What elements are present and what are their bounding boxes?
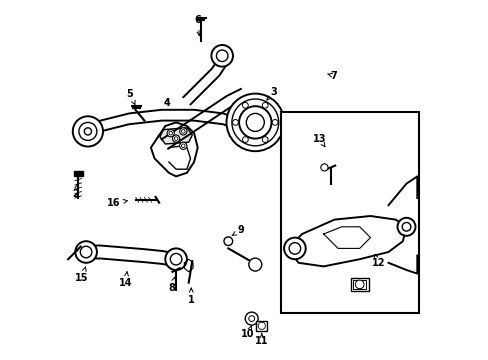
Text: 2: 2	[72, 184, 79, 199]
Circle shape	[170, 253, 182, 265]
Bar	[350, 278, 368, 291]
Circle shape	[238, 117, 250, 128]
Text: 15: 15	[75, 267, 88, 283]
Circle shape	[165, 248, 186, 270]
Circle shape	[288, 243, 300, 254]
Text: 7: 7	[327, 71, 336, 81]
Bar	[280, 112, 418, 313]
Text: 11: 11	[255, 333, 268, 346]
Text: 14: 14	[119, 272, 132, 288]
Circle shape	[181, 130, 185, 133]
Circle shape	[172, 135, 179, 142]
Bar	[352, 280, 366, 289]
Circle shape	[258, 322, 265, 329]
Circle shape	[226, 94, 284, 151]
Circle shape	[355, 280, 363, 289]
Circle shape	[262, 102, 267, 108]
Circle shape	[224, 237, 232, 246]
Circle shape	[401, 222, 410, 231]
Text: 16: 16	[107, 198, 127, 208]
Circle shape	[272, 120, 277, 125]
Text: 8: 8	[168, 277, 175, 293]
Circle shape	[231, 99, 278, 146]
Circle shape	[320, 164, 327, 171]
Circle shape	[167, 130, 174, 137]
Circle shape	[168, 131, 172, 135]
Text: 3: 3	[266, 87, 277, 100]
Text: 6: 6	[194, 15, 201, 36]
Circle shape	[248, 258, 261, 271]
Polygon shape	[160, 128, 192, 144]
Text: 1: 1	[187, 288, 194, 305]
Circle shape	[181, 144, 185, 148]
Circle shape	[239, 106, 271, 139]
Bar	[74, 171, 82, 176]
Circle shape	[79, 122, 97, 140]
Bar	[256, 321, 266, 331]
Circle shape	[244, 312, 258, 325]
Text: 12: 12	[371, 255, 385, 268]
Circle shape	[179, 128, 186, 135]
Circle shape	[397, 218, 415, 236]
Text: 5: 5	[126, 89, 135, 104]
Circle shape	[232, 120, 238, 125]
Circle shape	[246, 113, 264, 131]
Text: 4: 4	[163, 98, 170, 108]
Circle shape	[84, 128, 91, 135]
Circle shape	[80, 246, 92, 258]
Circle shape	[262, 137, 267, 143]
Text: 13: 13	[312, 134, 325, 147]
Circle shape	[233, 112, 255, 133]
Circle shape	[242, 137, 248, 143]
Circle shape	[174, 137, 178, 140]
Circle shape	[242, 102, 248, 108]
Text: 10: 10	[241, 326, 254, 339]
Circle shape	[216, 50, 227, 62]
Text: 9: 9	[232, 225, 244, 235]
Circle shape	[248, 316, 254, 321]
Circle shape	[73, 116, 103, 147]
Circle shape	[179, 142, 186, 149]
Circle shape	[75, 241, 97, 263]
Circle shape	[284, 238, 305, 259]
Circle shape	[211, 45, 232, 67]
